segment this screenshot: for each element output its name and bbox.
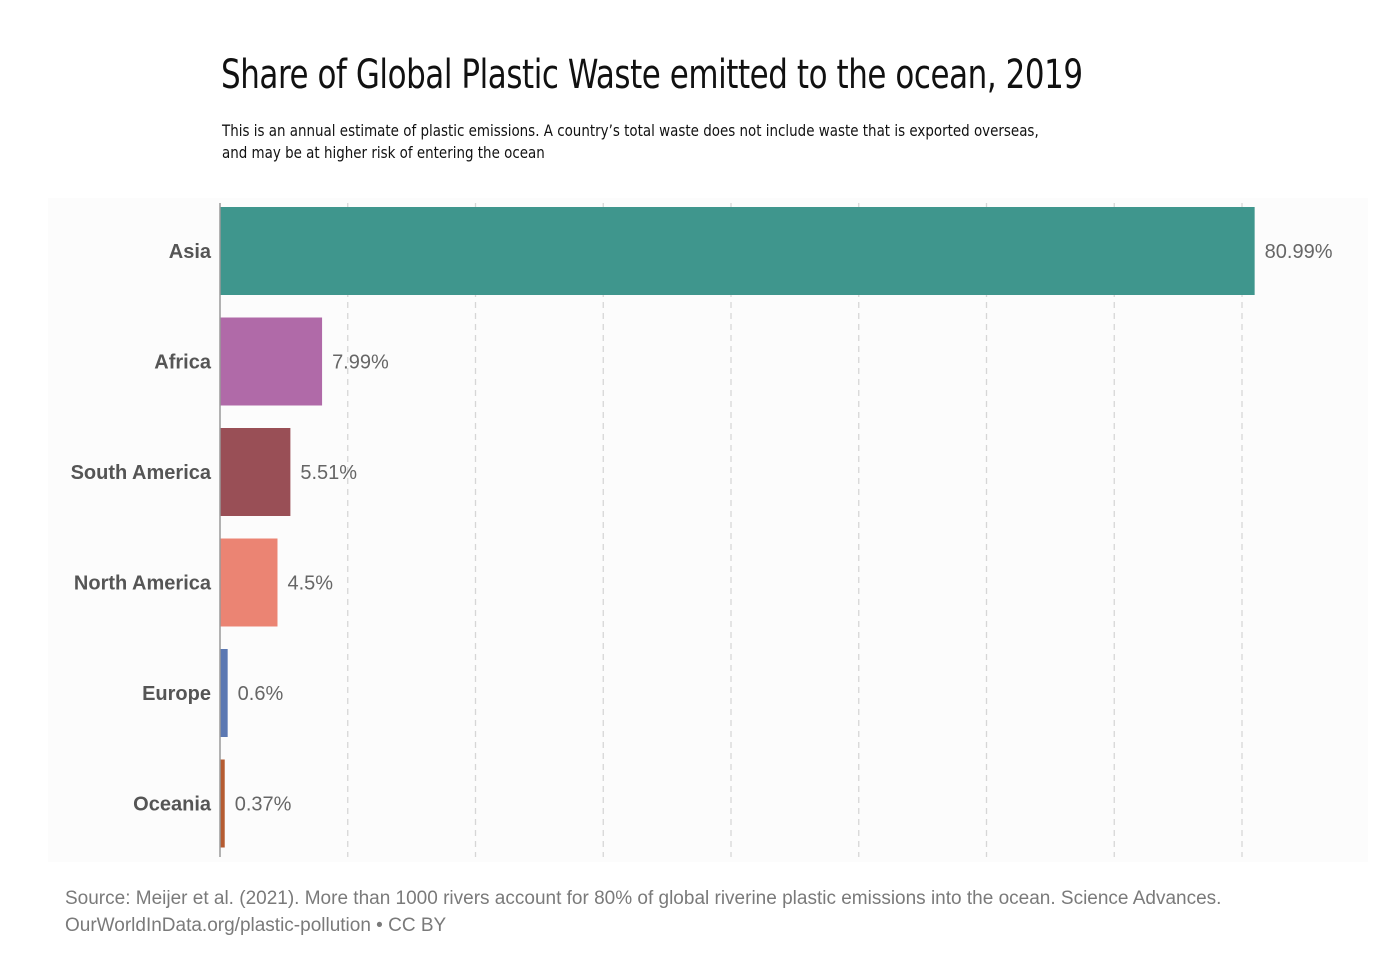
- bar-africa: [220, 317, 323, 406]
- data-label: 7.99%: [332, 352, 389, 374]
- data-label: 0.6%: [238, 683, 284, 705]
- category-label: Oceania: [133, 794, 212, 816]
- plot-area: [48, 198, 1368, 862]
- category-label: Africa: [154, 352, 212, 374]
- bar-asia: [220, 207, 1255, 295]
- chart-title: Share of Global Plastic Waste emitted to…: [221, 52, 1083, 98]
- bar-north-america: [220, 538, 278, 627]
- data-label: 80.99%: [1265, 241, 1333, 263]
- bar-south-america: [220, 428, 291, 516]
- category-label: North America: [74, 573, 212, 595]
- credit-note: OurWorldInData.org/plastic-pollution • C…: [65, 915, 447, 936]
- category-label: Europe: [142, 683, 211, 705]
- data-label: 5.51%: [300, 462, 357, 484]
- category-label: South America: [71, 462, 212, 484]
- category-label: Asia: [169, 241, 212, 263]
- bar-oceania: [220, 759, 225, 848]
- source-note: Source: Meijer et al. (2021). More than …: [65, 888, 1222, 909]
- subtitle-line: and may be at higher risk of entering th…: [222, 143, 545, 162]
- data-label: 0.37%: [235, 794, 292, 816]
- chart-subtitle: This is an annual estimate of plastic em…: [222, 120, 1039, 164]
- bar-europe: [220, 649, 228, 737]
- subtitle-line: This is an annual estimate of plastic em…: [222, 121, 1039, 140]
- data-label: 4.5%: [287, 573, 333, 595]
